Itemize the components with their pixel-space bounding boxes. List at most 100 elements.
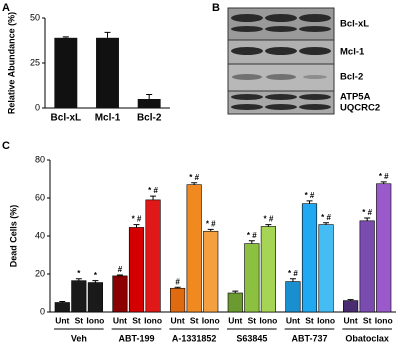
bar — [128, 227, 145, 313]
bar — [343, 300, 359, 313]
significance-mark: * # — [263, 215, 273, 224]
group-label: ABT-737 — [291, 333, 327, 343]
significance-mark: * # — [206, 219, 216, 228]
error-bar — [265, 224, 272, 227]
bar — [87, 282, 103, 313]
error-bar — [146, 94, 153, 99]
y-tick-label: 50 — [30, 12, 40, 22]
blot-label: Mcl-1 — [340, 47, 365, 58]
y-tick-label: 0 — [35, 102, 40, 112]
x-tick-label: Mcl-1 — [95, 113, 121, 124]
y-tick-label: 0 — [40, 306, 45, 316]
significance-mark: * — [94, 271, 98, 280]
error-bar — [248, 240, 255, 244]
x-tick-label: Iono — [86, 315, 104, 325]
x-tick-label: Iono — [259, 315, 277, 325]
error-bar — [323, 222, 330, 225]
error-bar — [133, 224, 140, 228]
x-tick-label: Iono — [202, 315, 220, 325]
significance-mark: * # — [189, 173, 199, 182]
x-tick-label: Bcl-2 — [137, 113, 162, 124]
error-bar — [347, 299, 354, 301]
significance-mark: * # — [288, 269, 298, 278]
x-tick-label: St — [75, 315, 84, 325]
bar — [359, 220, 375, 313]
y-tick-label: 60 — [35, 192, 45, 202]
x-tick-label: Bcl-xL — [51, 113, 82, 124]
blot-label: Bcl-2 — [340, 72, 363, 83]
panel-label: C — [2, 140, 10, 152]
group-label: Obatoclax — [345, 333, 389, 343]
error-bar — [150, 195, 157, 200]
error-bar — [232, 290, 239, 293]
x-tick-label: Unt — [344, 315, 358, 325]
panel-label: A — [2, 2, 10, 14]
error-bar — [59, 301, 66, 303]
blot-label: ATP5A — [340, 92, 371, 103]
x-tick-label: Unt — [55, 315, 69, 325]
y-axis-label: Relative Abundance (%) — [6, 12, 16, 114]
x-tick-label: St — [363, 315, 372, 325]
x-tick-label: Unt — [286, 315, 300, 325]
error-bar — [75, 278, 82, 281]
x-tick-label: Iono — [317, 315, 335, 325]
significance-mark: * # — [379, 172, 389, 181]
bar — [54, 302, 70, 313]
bar — [145, 199, 161, 313]
significance-mark: * # — [362, 208, 372, 217]
error-bar — [364, 217, 371, 221]
x-tick-label: Unt — [171, 315, 185, 325]
bar — [318, 224, 334, 313]
panel-label: B — [212, 2, 220, 14]
significance-mark: * # — [247, 231, 257, 240]
error-bar — [191, 182, 198, 185]
significance-mark: * # — [132, 215, 142, 224]
bar — [244, 243, 260, 313]
bar — [137, 99, 161, 108]
x-tick-label: Unt — [228, 315, 242, 325]
x-tick-label: St — [132, 315, 141, 325]
y-axis-label: Dead Cells (%) — [8, 205, 18, 268]
bar — [376, 183, 392, 313]
y-tick-label: 20 — [35, 268, 45, 278]
bar — [301, 203, 318, 313]
bar — [112, 275, 128, 313]
significance-mark: # — [175, 277, 180, 286]
bar — [170, 287, 186, 313]
y-tick-label: 80 — [35, 154, 45, 164]
error-bar — [174, 286, 181, 289]
group-label: S63845 — [236, 333, 267, 343]
x-tick-label: St — [190, 315, 199, 325]
blot-label: Bcl-xL — [340, 19, 369, 30]
error-bar — [289, 278, 296, 282]
error-bar — [62, 36, 69, 38]
x-tick-label: Iono — [375, 315, 393, 325]
bar — [203, 230, 219, 313]
x-tick-label: Iono — [144, 315, 162, 325]
error-bar — [207, 228, 214, 232]
group-label: Veh — [71, 333, 87, 343]
y-tick-label: 40 — [35, 230, 45, 240]
blot-label: UQCRC2 — [340, 103, 380, 114]
error-bar — [104, 31, 111, 38]
significance-mark: # — [118, 265, 123, 274]
blot-panel: B Bcl-xL Mcl-1 Bcl-2 ATP5A UQCRC2 — [212, 2, 380, 115]
bar — [54, 37, 78, 108]
error-bar — [306, 200, 313, 204]
y-tick-label: 25 — [30, 57, 40, 67]
significance-mark: * # — [148, 186, 158, 195]
bar — [186, 184, 202, 313]
error-bar — [92, 280, 99, 283]
significance-mark: * # — [305, 191, 315, 200]
bar — [71, 280, 87, 313]
group-label: ABT-199 — [118, 333, 154, 343]
blot-strip — [227, 7, 335, 41]
bar — [227, 292, 243, 313]
x-tick-label: St — [305, 315, 314, 325]
error-bar — [380, 181, 387, 184]
bar — [260, 226, 276, 313]
group-label: A-1331852 — [172, 333, 217, 343]
error-bar — [116, 274, 123, 276]
significance-mark: * # — [321, 213, 331, 222]
